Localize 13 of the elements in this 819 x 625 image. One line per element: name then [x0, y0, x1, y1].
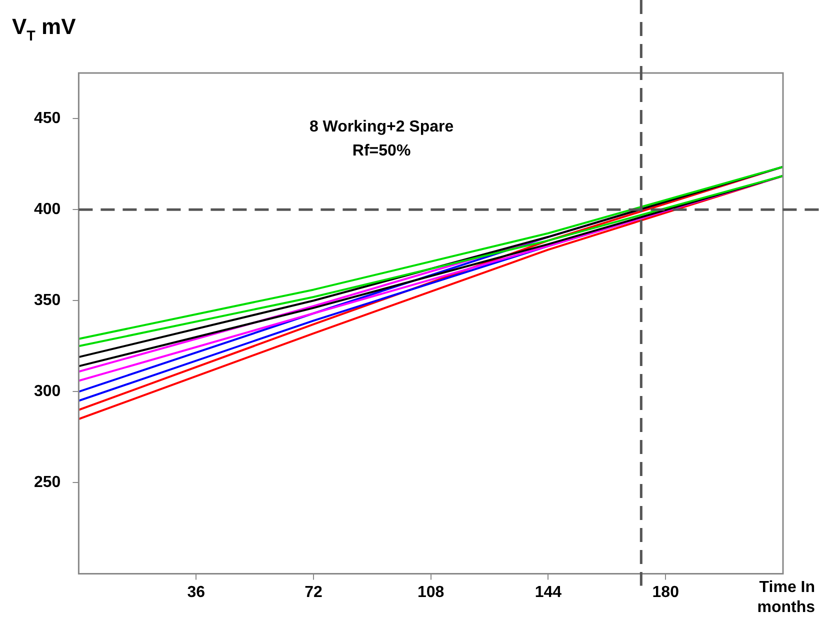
y-tick-label: 300: [34, 383, 61, 400]
y-tick-label: 450: [34, 110, 61, 127]
annotation: 8 Working+2 Spare: [309, 118, 454, 136]
annotation: Rf=50%: [352, 142, 411, 160]
x-tick-label: 180: [652, 584, 680, 601]
x-tick-label: 108: [417, 584, 444, 601]
x-axis-title: Time In months: [757, 579, 816, 616]
y-tick-label: 250: [34, 474, 61, 492]
x-tick-label: 72: [304, 584, 322, 601]
x-tick-label: 36: [187, 584, 206, 601]
x-tick-label: 144: [534, 584, 562, 601]
y-tick-label: 350: [34, 292, 61, 310]
y-tick-label: 400: [34, 200, 61, 218]
